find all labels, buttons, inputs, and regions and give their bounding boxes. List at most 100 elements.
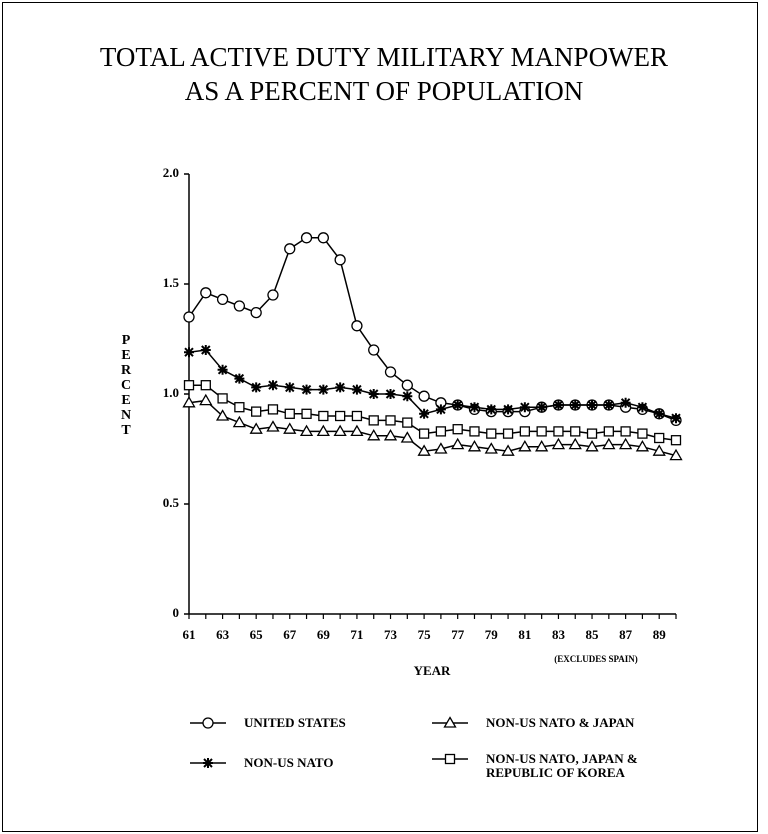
marker (266, 420, 280, 432)
marker (202, 717, 214, 729)
legend-swatch (432, 716, 468, 728)
marker (486, 428, 497, 439)
marker (283, 422, 297, 434)
marker (603, 426, 614, 437)
legend-swatch (190, 717, 226, 729)
legend-entry: NON-US NATO & JAPAN (430, 716, 634, 730)
marker (199, 393, 213, 406)
frame (2, 2, 758, 832)
marker (618, 437, 633, 450)
marker (469, 426, 480, 437)
marker (402, 391, 413, 402)
marker (652, 444, 666, 456)
marker (467, 440, 482, 452)
marker (317, 232, 329, 244)
marker (401, 379, 413, 391)
y-tick-label: 0.5 (163, 495, 180, 510)
series-line (189, 384, 677, 441)
marker (385, 415, 396, 426)
marker (384, 366, 397, 378)
marker (637, 428, 648, 439)
marker (418, 390, 430, 402)
marker (553, 400, 564, 410)
marker (301, 384, 312, 395)
marker (443, 716, 457, 728)
marker (435, 404, 446, 415)
marker (351, 320, 363, 332)
marker (367, 429, 381, 441)
marker (249, 422, 263, 434)
x-tick-label: 77 (451, 627, 465, 642)
marker (518, 440, 532, 452)
marker (670, 435, 682, 446)
x-tick-label: 83 (552, 627, 566, 642)
legend-label: NON-US NATO, JAPAN & REPUBLIC OF KOREA (486, 751, 638, 780)
legend-entry: NON-US NATO, JAPAN & REPUBLIC OF KOREA (430, 752, 661, 780)
x-tick-label: 75 (418, 627, 432, 642)
marker (350, 424, 364, 437)
marker (383, 429, 398, 441)
marker (602, 437, 616, 450)
marker (620, 426, 631, 437)
marker (200, 380, 211, 391)
x-tick-label: 63 (216, 627, 230, 642)
marker (284, 408, 295, 419)
legend-swatch (190, 758, 226, 768)
marker (452, 424, 463, 435)
x-tick-label: 87 (619, 627, 633, 642)
marker (334, 410, 346, 422)
marker (519, 426, 531, 437)
marker (503, 404, 514, 415)
marker (183, 311, 195, 323)
x-tick-label: 81 (518, 627, 531, 642)
marker (585, 440, 599, 452)
marker (418, 428, 430, 439)
marker (368, 389, 379, 399)
marker (334, 254, 346, 266)
marker (217, 393, 228, 404)
marker (216, 293, 229, 306)
marker (232, 415, 247, 428)
marker (183, 380, 195, 391)
marker (484, 442, 498, 454)
marker (251, 382, 262, 393)
marker (486, 404, 497, 415)
marker (417, 444, 431, 456)
marker (351, 384, 362, 395)
y-tick-label: 1.0 (163, 385, 179, 400)
series-line (188, 237, 677, 422)
marker (299, 424, 314, 437)
legend-label: UNITED STATES (244, 715, 346, 730)
marker (203, 758, 213, 768)
marker (435, 426, 447, 437)
series-line (188, 349, 677, 419)
marker (419, 408, 430, 419)
marker (502, 428, 514, 439)
marker (251, 406, 262, 417)
marker (267, 404, 279, 415)
x-tick-label: 89 (653, 627, 667, 642)
marker (501, 444, 515, 456)
x-tick-label: 71 (350, 627, 363, 642)
marker (637, 402, 648, 413)
marker (284, 243, 296, 255)
marker (451, 437, 465, 450)
marker (385, 389, 396, 399)
legend-label: NON-US NATO (244, 755, 334, 770)
marker (654, 408, 665, 419)
x-tick-label: 85 (586, 627, 600, 642)
marker (402, 417, 413, 428)
marker (200, 345, 211, 355)
marker (452, 400, 463, 410)
marker (535, 440, 549, 452)
legend-label: NON-US NATO & JAPAN (486, 715, 635, 730)
marker (182, 396, 196, 408)
legend-entry: UNITED STATES (188, 716, 346, 730)
marker (671, 413, 681, 424)
annotation: (EXCLUDES SPAIN) (554, 654, 638, 664)
legend-swatch (432, 753, 468, 765)
marker (215, 409, 230, 421)
marker (233, 300, 246, 312)
